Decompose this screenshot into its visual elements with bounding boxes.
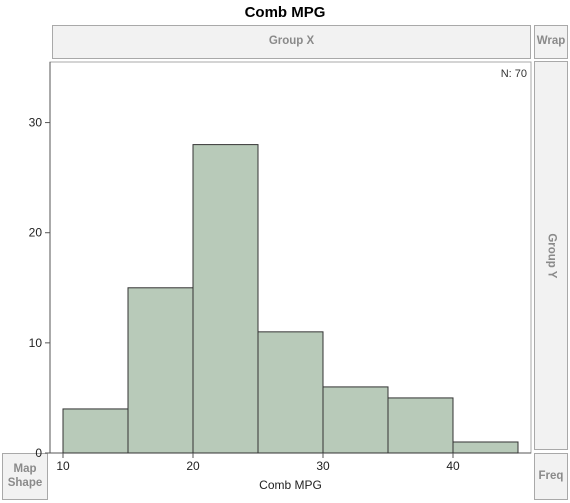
freq-label: Freq <box>538 469 564 482</box>
chart-title: Comb MPG <box>244 4 326 21</box>
x-axis-title: Comb MPG <box>259 478 322 492</box>
x-tick-label: 30 <box>316 459 330 473</box>
group-y-label: Group Y <box>545 232 558 279</box>
histogram-bar-6[interactable] <box>387 397 454 454</box>
wrap-drop-zone[interactable]: Wrap <box>534 25 568 59</box>
histogram-bar-7[interactable] <box>452 441 519 454</box>
map-shape-label-line2: Shape <box>7 476 43 489</box>
group-x-drop-zone[interactable]: Group X <box>52 25 531 59</box>
map-shape-drop-zone[interactable]: Map Shape <box>2 453 48 500</box>
histogram-bar-3[interactable] <box>192 144 259 454</box>
plot-frame <box>49 61 532 454</box>
group-x-label: Group X <box>268 35 315 48</box>
histogram-bar-2[interactable] <box>127 287 194 454</box>
group-y-drop-zone[interactable]: Group Y <box>534 61 568 450</box>
x-tick-label: 10 <box>56 459 70 473</box>
y-tick-label: 20 <box>29 226 43 240</box>
sample-size-annotation: N: 70 <box>501 68 527 80</box>
freq-drop-zone[interactable]: Freq <box>534 453 568 500</box>
x-tick-label: 40 <box>446 459 460 473</box>
histogram-bar-1[interactable] <box>62 408 129 454</box>
y-tick-label: 30 <box>29 116 43 130</box>
histogram-bar-4[interactable] <box>257 331 324 454</box>
map-shape-label-line1: Map <box>13 462 37 475</box>
wrap-label: Wrap <box>536 35 566 48</box>
y-tick-label: 10 <box>29 336 43 350</box>
histogram-bar-5[interactable] <box>322 386 389 454</box>
x-tick-label: 20 <box>186 459 200 473</box>
